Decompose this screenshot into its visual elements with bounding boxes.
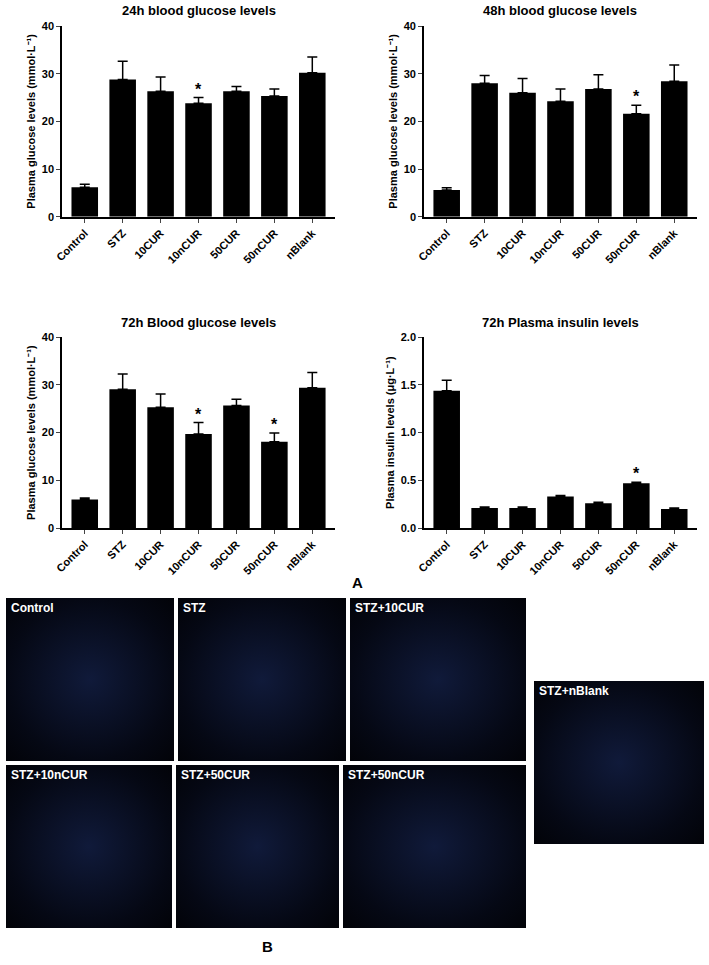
svg-text:nBlank: nBlank [283, 538, 318, 573]
svg-text:nBlank: nBlank [645, 226, 680, 261]
svg-text:2.0: 2.0 [401, 331, 416, 343]
html-text:STZ+10nCUR: STZ+10nCUR [11, 768, 88, 782]
svg-text:Plasma glucose levels (mmol·L⁻: Plasma glucose levels (mmol·L⁻¹) [25, 34, 37, 209]
svg-text:*: * [633, 88, 640, 105]
svg-text:20: 20 [404, 115, 416, 127]
svg-text:0.5: 0.5 [401, 474, 416, 486]
svg-text:30: 30 [404, 68, 416, 80]
svg-text:0: 0 [410, 211, 416, 223]
svg-text:10nCUR: 10nCUR [165, 227, 204, 266]
svg-text:50CUR: 50CUR [208, 227, 242, 261]
svg-text:72h Blood glucose levels: 72h Blood glucose levels [121, 315, 276, 330]
svg-text:30: 30 [42, 68, 54, 80]
svg-text:Control: Control [416, 538, 452, 574]
svg-text:40: 40 [42, 331, 54, 343]
svg-text:50CUR: 50CUR [208, 538, 242, 572]
html-text:B: B [262, 938, 273, 955]
svg-text:Control: Control [54, 538, 90, 574]
svg-text:20: 20 [42, 426, 54, 438]
svg-text:STZ: STZ [467, 227, 490, 250]
svg-text:50nCUR: 50nCUR [603, 538, 642, 577]
svg-text:10CUR: 10CUR [494, 227, 528, 261]
svg-text:nBlank: nBlank [645, 538, 680, 573]
svg-text:1.5: 1.5 [401, 379, 416, 391]
html-text:STZ: STZ [183, 601, 206, 615]
html-text:Control: Control [11, 601, 54, 615]
html-text:STZ+nBlank: STZ+nBlank [539, 684, 609, 698]
svg-text:STZ: STZ [467, 538, 490, 561]
svg-text:*: * [195, 81, 202, 98]
svg-text:10nCUR: 10nCUR [527, 227, 566, 266]
svg-text:0: 0 [48, 211, 54, 223]
html-text:STZ+50CUR: STZ+50CUR [181, 768, 250, 782]
svg-text:10nCUR: 10nCUR [165, 538, 204, 577]
svg-text:0.0: 0.0 [401, 522, 416, 534]
svg-text:0: 0 [48, 522, 54, 534]
svg-text:30: 30 [42, 379, 54, 391]
svg-text:72h Plasma insulin levels: 72h Plasma insulin levels [482, 315, 639, 330]
svg-text:1.0: 1.0 [401, 426, 416, 438]
svg-text:Control: Control [54, 227, 90, 263]
svg-text:10nCUR: 10nCUR [527, 538, 566, 577]
svg-text:10: 10 [404, 163, 416, 175]
svg-text:STZ: STZ [105, 227, 128, 250]
svg-text:50nCUR: 50nCUR [241, 538, 280, 577]
svg-text:24h blood glucose levels: 24h blood glucose levels [122, 3, 276, 18]
html-text:STZ+50nCUR: STZ+50nCUR [348, 768, 425, 782]
svg-text:20: 20 [42, 115, 54, 127]
html-text:A: A [352, 574, 363, 591]
svg-text:40: 40 [42, 20, 54, 32]
svg-text:10: 10 [42, 163, 54, 175]
svg-text:*: * [195, 406, 202, 423]
svg-text:10: 10 [42, 474, 54, 486]
svg-text:40: 40 [404, 20, 416, 32]
svg-text:48h blood glucose levels: 48h blood glucose levels [483, 3, 637, 18]
svg-text:Plasma insulin levels (μg·L⁻¹): Plasma insulin levels (μg·L⁻¹) [384, 356, 396, 509]
svg-text:50CUR: 50CUR [570, 227, 604, 261]
svg-text:50nCUR: 50nCUR [603, 227, 642, 266]
svg-text:50nCUR: 50nCUR [241, 227, 280, 266]
svg-text:Control: Control [416, 227, 452, 263]
svg-text:10CUR: 10CUR [494, 538, 528, 572]
svg-text:STZ: STZ [105, 538, 128, 561]
svg-text:Plasma glucose levels (mmol·L⁻: Plasma glucose levels (mmol·L⁻¹) [25, 345, 37, 520]
svg-text:*: * [271, 416, 278, 433]
svg-text:10CUR: 10CUR [132, 227, 166, 261]
html-text:STZ+10CUR: STZ+10CUR [355, 601, 424, 615]
svg-text:10CUR: 10CUR [132, 538, 166, 572]
svg-text:50CUR: 50CUR [570, 538, 604, 572]
svg-text:nBlank: nBlank [283, 226, 318, 261]
svg-text:Plasma glucose levels (mmol·L⁻: Plasma glucose levels (mmol·L⁻¹) [387, 34, 399, 209]
svg-text:*: * [633, 465, 640, 482]
